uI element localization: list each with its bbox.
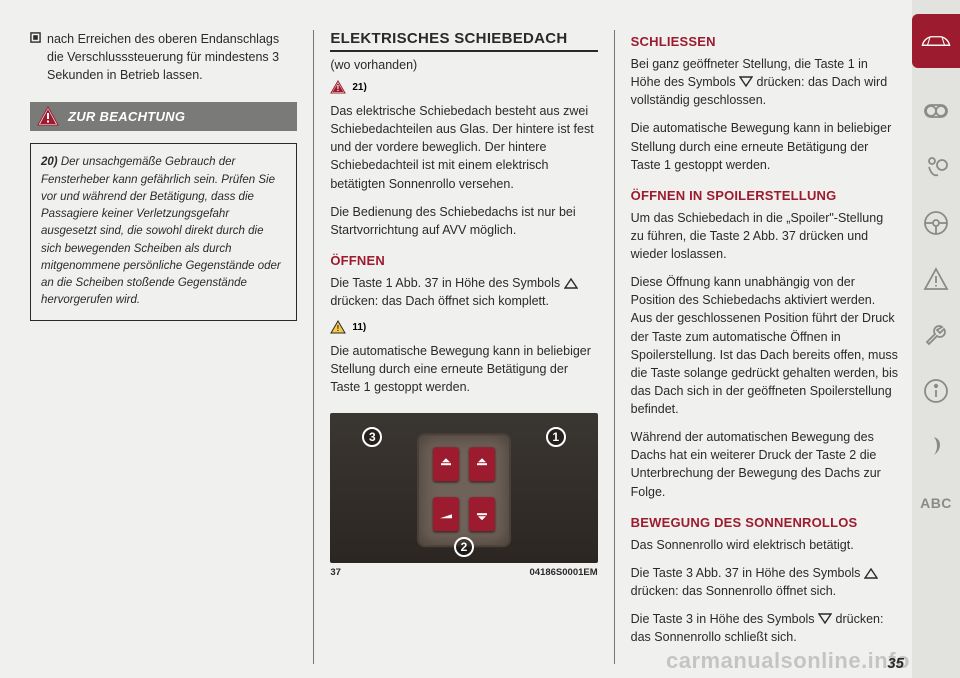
warning-ref-num: 21) — [352, 82, 366, 93]
callout-3: 3 — [362, 427, 382, 447]
paragraph: Die Taste 3 Abb. 37 in Höhe des Symbols … — [631, 564, 898, 600]
subsection-heading: ÖFFNEN IN SPOILERSTELLUNG — [631, 188, 898, 203]
active-tab — [912, 14, 960, 68]
triangle-down-icon — [739, 76, 753, 88]
paragraph: Das Sonnenrollo wird elektrisch betätigt… — [631, 536, 898, 554]
info-icon — [921, 376, 951, 406]
notice-title: ZUR BEACHTUNG — [68, 109, 185, 124]
callout-1: 1 — [546, 427, 566, 447]
warning-ref: ! 21) — [330, 80, 597, 94]
bullet-icon — [30, 32, 41, 43]
caution-triangle-icon: ! — [330, 320, 346, 334]
notice-number: 20) — [41, 156, 58, 168]
figure-caption: 37 04186S0001EM — [330, 567, 597, 578]
paragraph: Diese Öffnung kann unabhängig von der Po… — [631, 273, 898, 418]
panel-button — [469, 497, 495, 531]
triangle-up-icon — [864, 567, 878, 579]
warning-icon — [36, 105, 60, 129]
column-2: ELEKTRISCHES SCHIEBEDACH (wo vorhanden) … — [313, 30, 597, 664]
callout-2: 2 — [454, 537, 474, 557]
panel-button — [433, 447, 459, 481]
warning-triangle-icon: ! — [330, 80, 346, 94]
subsection-heading: SCHLIESSEN — [631, 34, 898, 49]
text-part: Die Taste 3 Abb. 37 in Höhe des Symbols — [631, 566, 864, 580]
caution-ref: ! 11) — [330, 320, 597, 334]
notice-heading: ZUR BEACHTUNG — [30, 102, 297, 131]
paragraph: Die Taste 1 Abb. 37 in Höhe des Symbols … — [330, 274, 597, 310]
triangle-down-icon — [818, 613, 832, 625]
subsection-heading: ÖFFNEN — [330, 253, 597, 268]
notice-box: 20) Der unsachgemäße Gebrauch der Fenste… — [30, 143, 297, 320]
subsection-heading: BEWEGUNG DES SONNENROLLOS — [631, 515, 898, 530]
notice-body: Der unsachgemäße Gebrauch der Fensterheb… — [41, 156, 281, 306]
svg-text:!: ! — [337, 324, 340, 333]
paragraph: Die Taste 3 in Höhe des Symbols drücken:… — [631, 610, 898, 646]
paragraph: Bei ganz geöffneter Stellung, die Taste … — [631, 55, 898, 109]
paragraph: Um das Schiebedach in die „Spoiler"-Stel… — [631, 209, 898, 263]
text-part: Die Taste 1 Abb. 37 in Höhe des Symbols — [330, 276, 563, 290]
paragraph: Die automatische Bewegung kann in belieb… — [330, 342, 597, 396]
sidebar: ABC — [912, 0, 960, 678]
wrench-icon — [921, 320, 951, 350]
text-part: drücken: das Sonnenrollo öffnet sich. — [631, 584, 836, 598]
text-part: drücken: das Dach öffnet sich komplett. — [330, 294, 549, 308]
bullet-text: nach Erreichen des oberen Endanschlags d… — [47, 30, 297, 84]
paragraph: Die automatische Bewegung kann in belieb… — [631, 119, 898, 173]
content-area: nach Erreichen des oberen Endanschlags d… — [0, 0, 912, 678]
caution-ref-num: 11) — [352, 322, 366, 333]
bullet-item: nach Erreichen des oberen Endanschlags d… — [30, 30, 297, 84]
paragraph: Während der automatischen Bewegung des D… — [631, 428, 898, 501]
column-1: nach Erreichen des oberen Endanschlags d… — [30, 30, 297, 664]
page-number: 35 — [887, 655, 904, 672]
page: nach Erreichen des oberen Endanschlags d… — [0, 0, 960, 678]
airbag-icon — [921, 152, 951, 182]
paragraph: Die Bedienung des Schiebedachs ist nur b… — [330, 203, 597, 239]
text-part: Die Taste 3 in Höhe des Symbols — [631, 612, 818, 626]
section-heading: ELEKTRISCHES SCHIEBEDACH — [330, 30, 597, 52]
music-icon — [921, 432, 951, 462]
figure-code: 04186S0001EM — [530, 567, 598, 578]
figure-number: 37 — [330, 567, 341, 578]
control-panel — [419, 435, 509, 545]
paragraph: Das elektrische Schiebedach besteht aus … — [330, 102, 597, 193]
triangle-up-icon — [564, 277, 578, 289]
car-icon — [919, 31, 953, 51]
column-3: SCHLIESSEN Bei ganz geöffneter Stellung,… — [614, 30, 898, 664]
panel-button — [433, 497, 459, 531]
warning-icon — [921, 264, 951, 294]
svg-text:!: ! — [337, 84, 340, 93]
panel-button — [469, 447, 495, 481]
figure: 1 2 3 37 04186S0001EM — [330, 413, 597, 578]
dashboard-icon — [921, 96, 951, 126]
section-subtitle: (wo vorhanden) — [330, 58, 597, 72]
figure-image: 1 2 3 — [330, 413, 597, 563]
index-icon: ABC — [921, 488, 951, 518]
steering-wheel-icon — [921, 208, 951, 238]
